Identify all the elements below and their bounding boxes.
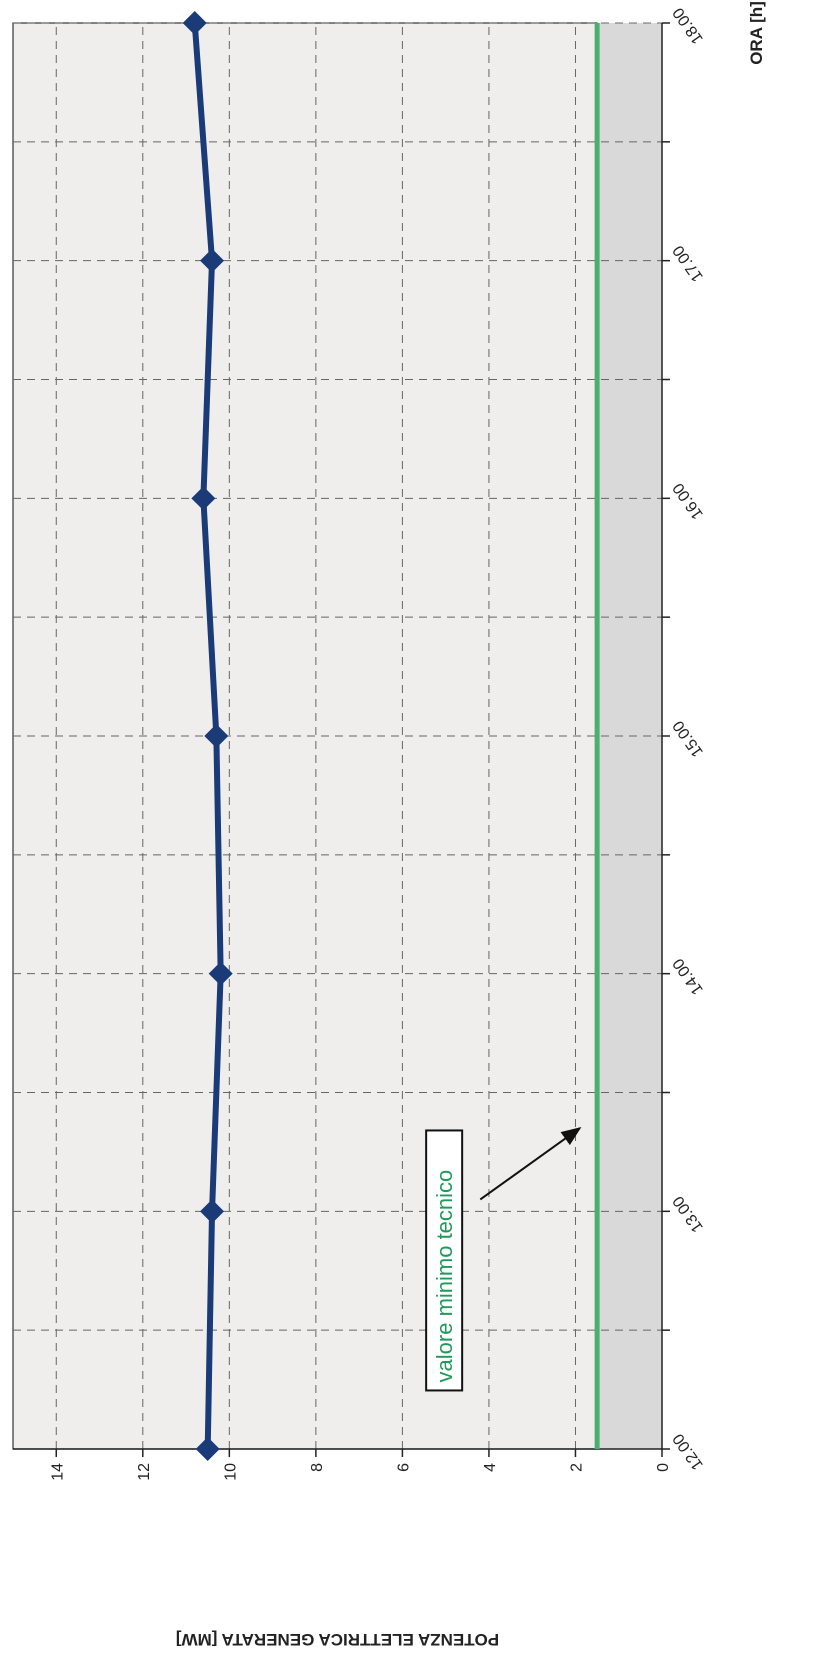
y-tick-label: 0	[655, 1463, 672, 1472]
annotation-label: valore minimo tecnico	[432, 1170, 457, 1383]
y-axis-title: POTENZA ELETTRICA GENERATA [MW]	[176, 1630, 499, 1649]
y-tick-label: 2	[568, 1463, 585, 1472]
chart-rotated-group: 12.00 13.00 14.00 15.00 16.00 17.00 18.00 0 2 4 6…	[12, 1, 766, 1649]
x-tick-labels: 12.00 13.00 14.00 15.00 16.00 17.00 18.00	[670, 4, 707, 1473]
x-axis-title: ORA [h]	[747, 1, 766, 65]
data-point	[208, 961, 233, 986]
annotation-box	[425, 1129, 464, 1392]
x-tick-label: 16.00	[670, 480, 707, 523]
grid	[13, 22, 670, 1457]
data-point	[204, 724, 229, 748]
y-tick-label: 6	[395, 1463, 412, 1472]
annotation: valore minimo tecnico	[425, 1126, 582, 1392]
y-tick-label: 4	[482, 1463, 499, 1472]
y-tick-label: 8	[309, 1463, 326, 1472]
x-tick-label: 18.00	[670, 4, 707, 47]
y-tick-labels: 0 2 4 6 8 10 12 14	[49, 1463, 672, 1481]
data-point	[191, 486, 216, 511]
data-point	[195, 1437, 220, 1461]
data-point	[200, 248, 225, 273]
y-tick-label: 14	[49, 1463, 66, 1481]
x-tick-label: 14.00	[670, 955, 707, 998]
y-tick-label: 10	[222, 1463, 239, 1481]
x-tick-label: 12.00	[670, 1430, 707, 1473]
x-tick-label: 17.00	[670, 242, 707, 285]
y-tick-label: 12	[136, 1463, 153, 1481]
x-tick-label: 13.00	[670, 1193, 707, 1236]
annotation-arrow	[479, 1126, 582, 1201]
x-tick-label: 15.00	[670, 717, 707, 760]
data-point	[182, 11, 207, 35]
